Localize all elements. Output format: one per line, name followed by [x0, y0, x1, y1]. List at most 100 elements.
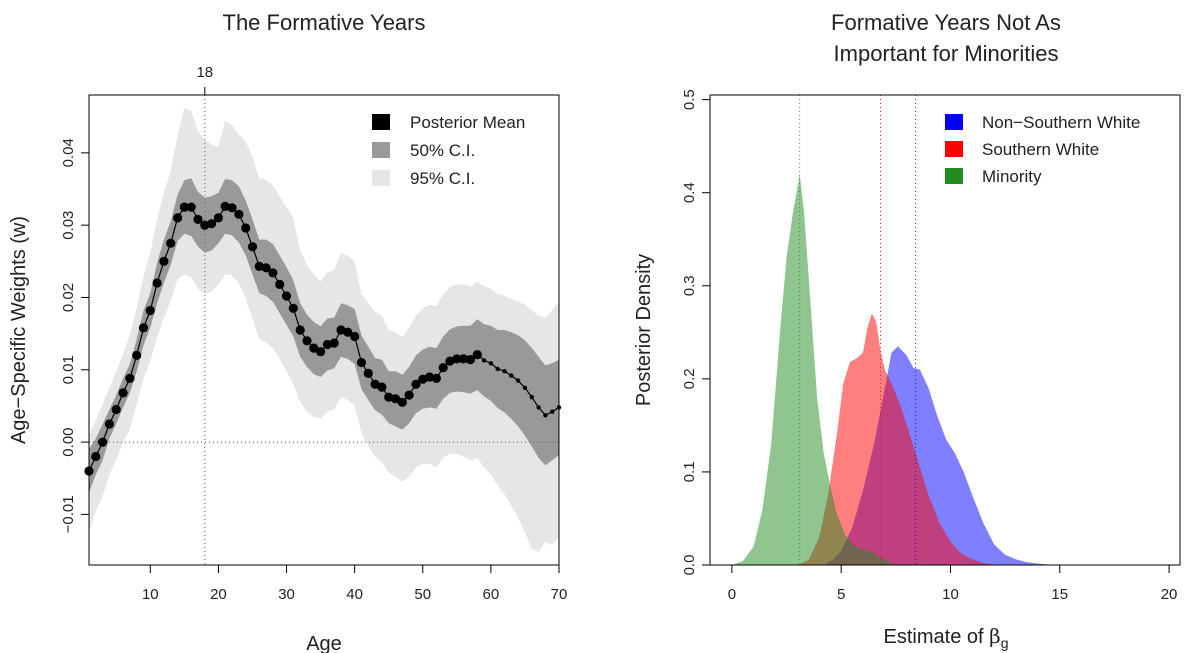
posterior-mean-point — [213, 213, 223, 223]
left-y-tick-label: −0.01 — [60, 495, 77, 533]
left-y-tick-label: 0.00 — [60, 427, 77, 456]
posterior-mean-point — [550, 409, 555, 414]
legend-label-non-southern-white: Non−Southern White — [982, 113, 1140, 132]
posterior-mean-point — [159, 256, 169, 266]
legend-swatch-ci95 — [372, 170, 390, 186]
right-x-tick-label: 5 — [837, 586, 845, 603]
posterior-mean-point — [472, 350, 482, 360]
left-x-tick-label: 30 — [278, 586, 295, 603]
left-reference-lines — [89, 87, 559, 565]
right-legend: Non−Southern White Southern White Minori… — [945, 113, 1140, 186]
right-x-axis-label-subscript: g — [1001, 635, 1009, 651]
right-x-axis: 0 5 10 15 20 — [728, 565, 1178, 603]
right-panel: Formative Years Not As Important for Min… — [633, 10, 1181, 651]
legend-swatch-posterior-mean — [372, 114, 390, 130]
posterior-mean-point — [529, 395, 534, 400]
right-x-tick-label: 10 — [942, 586, 959, 603]
posterior-mean-point — [275, 279, 285, 289]
left-y-axis-label: Age−Specific Weights (w) — [8, 216, 30, 444]
left-plot-frame — [88, 94, 560, 566]
left-x-axis: 10 20 30 40 50 60 70 — [142, 565, 567, 603]
posterior-mean-point — [166, 238, 176, 248]
posterior-mean-point — [452, 354, 462, 364]
posterior-mean-point — [431, 373, 441, 383]
legend-swatch-non-southern-white — [945, 114, 963, 130]
posterior-mean-point — [536, 405, 541, 410]
left-y-axis: −0.01 0.00 0.01 0.02 0.03 0.04 — [60, 138, 89, 533]
posterior-mean-point — [179, 202, 189, 212]
right-density-areas — [731, 174, 1060, 565]
posterior-mean-point — [268, 268, 278, 278]
posterior-mean-point — [207, 219, 217, 229]
left-ci-bands — [89, 108, 559, 552]
left-x-axis-label: Age — [306, 633, 342, 653]
left-y-tick-label: 0.02 — [60, 283, 77, 312]
posterior-mean-point — [247, 242, 258, 252]
posterior-mean-point — [411, 379, 421, 389]
posterior-mean-point — [186, 202, 196, 212]
posterior-mean-point — [91, 451, 101, 462]
posterior-mean-point — [302, 336, 312, 346]
density-area-ff0000 — [797, 313, 1006, 565]
posterior-mean-point — [390, 394, 401, 404]
right-plot-frame — [709, 94, 1181, 566]
posterior-mean-point — [502, 369, 507, 374]
posterior-mean-point — [288, 303, 298, 313]
left-chart-title: The Formative Years — [223, 10, 426, 35]
left-panel: The Formative Years 18 10 20 30 40 50 60 70 −0… — [8, 10, 567, 653]
left-y-tick-label: 0.01 — [60, 355, 77, 384]
left-x-tick-label: 70 — [551, 586, 568, 603]
left-x-tick-label: 60 — [483, 586, 500, 603]
posterior-mean-point — [343, 327, 353, 337]
posterior-mean-point — [152, 278, 162, 288]
posterior-mean-point — [459, 354, 469, 364]
posterior-mean-point — [145, 305, 155, 316]
posterior-mean-point — [495, 366, 500, 372]
ci50-band — [89, 178, 559, 493]
right-x-axis-label: Estimate of βg — [884, 624, 1009, 651]
left-x-tick-label: 50 — [414, 586, 431, 603]
posterior-mean-point — [193, 214, 203, 224]
left-x-tick-label: 40 — [346, 586, 363, 603]
legend-swatch-southern-white — [945, 141, 963, 157]
right-x-tick-label: 20 — [1161, 586, 1178, 603]
posterior-mean-point — [329, 338, 339, 348]
right-y-axis: 0.0 0.1 0.2 0.3 0.4 0.5 — [681, 89, 710, 575]
posterior-mean-point — [515, 378, 521, 383]
posterior-mean-point — [363, 368, 373, 378]
legend-swatch-minority — [945, 168, 963, 184]
left-posterior-mean-series — [84, 201, 562, 476]
posterior-mean-point — [111, 404, 121, 415]
posterior-mean-point — [438, 363, 448, 373]
right-y-tick-label: 0.5 — [681, 89, 698, 110]
posterior-mean-point — [138, 323, 149, 333]
posterior-mean-point — [543, 413, 548, 418]
posterior-mean-point — [227, 203, 237, 213]
posterior-mean-point — [356, 357, 367, 368]
posterior-mean-point — [234, 209, 244, 219]
left-x-tick-label: 20 — [210, 586, 227, 603]
left-y-tick-label: 0.03 — [60, 211, 77, 240]
posterior-mean-point — [465, 355, 475, 365]
posterior-mean-point — [404, 390, 414, 400]
right-x-axis-label-beta: β — [989, 624, 1001, 648]
posterior-mean-point — [509, 373, 514, 378]
right-y-tick-label: 0.4 — [681, 182, 698, 203]
right-y-tick-label: 0.0 — [681, 555, 698, 576]
right-chart-title-line-2: Important for Minorities — [834, 41, 1059, 66]
left-x-tick-label: 10 — [142, 586, 159, 603]
posterior-mean-point — [132, 350, 142, 360]
posterior-mean-point — [488, 361, 494, 366]
posterior-mean-point — [241, 223, 251, 233]
posterior-mean-point — [173, 213, 183, 223]
legend-label-ci95: 95% C.I. — [410, 169, 475, 188]
right-y-axis-label: Posterior Density — [633, 254, 655, 406]
legend-swatch-ci50 — [372, 142, 390, 158]
posterior-mean-point — [125, 373, 135, 383]
density-area-228b22 — [731, 174, 896, 565]
posterior-mean-point — [281, 291, 292, 301]
posterior-mean-point — [98, 437, 108, 447]
posterior-mean-point — [261, 263, 271, 273]
legend-label-minority: Minority — [982, 167, 1042, 186]
